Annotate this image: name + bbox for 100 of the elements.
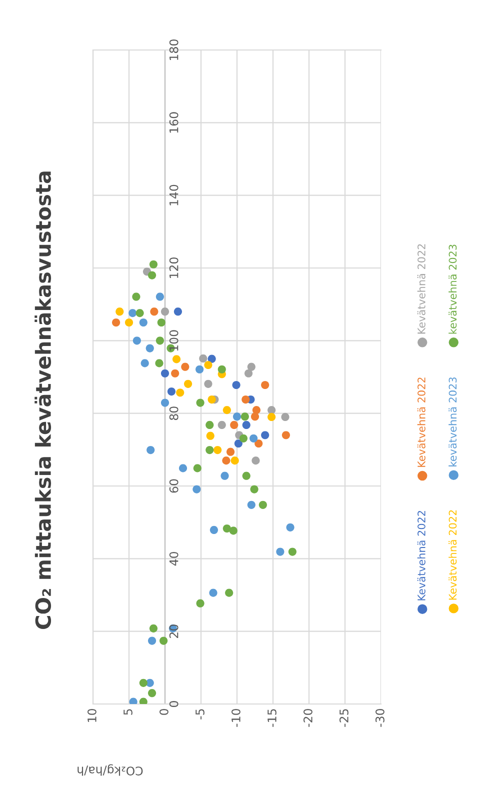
- text: Kevätvehnä 2022: [417, 511, 426, 600]
- point: [234, 439, 242, 448]
- x-tick-label: 5: [124, 709, 132, 715]
- point: [208, 354, 216, 363]
- point: [128, 309, 137, 318]
- point: [196, 599, 204, 608]
- point: [112, 318, 120, 327]
- text: Kevätvehnä 2022: [417, 378, 426, 467]
- point: [139, 698, 148, 704]
- point: [209, 588, 218, 597]
- y-tick-label: 40: [169, 552, 178, 566]
- point: [281, 412, 290, 422]
- point: [261, 380, 270, 390]
- point: [146, 446, 155, 454]
- point: [178, 464, 188, 472]
- text: kevätvehnä 2023: [448, 244, 457, 334]
- point: [193, 464, 202, 472]
- point: [288, 548, 296, 556]
- point: [276, 548, 284, 556]
- point: [268, 406, 276, 414]
- point: [155, 359, 164, 368]
- point: [132, 336, 141, 345]
- point: [220, 472, 229, 480]
- point: [218, 365, 226, 374]
- point: [247, 500, 256, 509]
- x-axis-title: CO₂kg/ha/h: [78, 764, 143, 776]
- point: [208, 395, 216, 404]
- y-tick-label: 20: [169, 624, 178, 638]
- point: [160, 369, 170, 378]
- point: [132, 292, 140, 301]
- point: [230, 456, 239, 465]
- y-tick-label: 100: [169, 330, 178, 351]
- point: [174, 308, 182, 316]
- point: [250, 485, 258, 494]
- point: [160, 398, 170, 407]
- point: [129, 698, 138, 704]
- point: [250, 434, 258, 442]
- point: [242, 395, 250, 404]
- point: [146, 344, 154, 352]
- point: [204, 380, 212, 388]
- point: [148, 689, 156, 698]
- point: [242, 420, 250, 430]
- point: [218, 420, 226, 430]
- y-tick-label: 180: [169, 40, 178, 60]
- point: [160, 308, 170, 316]
- point: [232, 380, 240, 390]
- point: [206, 446, 214, 454]
- x-tick-label: -5: [196, 709, 204, 720]
- point: [247, 362, 256, 371]
- text: Kevätvehnä 2022: [448, 510, 457, 600]
- y-tick-label: 140: [169, 184, 178, 206]
- point: [252, 406, 260, 414]
- point: [254, 439, 263, 448]
- point: [244, 369, 253, 378]
- point: [222, 406, 231, 414]
- y-tick-label: 120: [169, 258, 178, 278]
- y-tick-label: 80: [169, 406, 178, 420]
- point: [148, 636, 156, 645]
- point: [204, 360, 212, 370]
- point: [229, 526, 238, 535]
- point: [167, 387, 176, 396]
- point: [184, 380, 192, 388]
- y-tick-label: 0: [169, 701, 178, 707]
- point: [206, 432, 214, 440]
- y-tick-label: 160: [169, 112, 178, 133]
- point: [140, 359, 149, 368]
- point: [116, 308, 124, 316]
- point: [252, 456, 260, 465]
- y-tick-label: 60: [169, 479, 178, 493]
- point: [222, 524, 231, 533]
- point: [181, 362, 190, 371]
- point: [240, 412, 249, 421]
- point: [171, 369, 180, 378]
- point: [176, 388, 184, 397]
- point: [226, 448, 235, 456]
- point: [157, 318, 166, 327]
- point: [268, 412, 276, 422]
- point: [192, 485, 201, 494]
- text: Kevätvehnä 2022: [417, 244, 426, 334]
- point: [232, 412, 242, 421]
- text: CO₂ mittauksia kevätvehnäkasvustosta: [34, 172, 52, 629]
- point: [156, 292, 164, 301]
- point: [160, 636, 168, 645]
- x-tick-label: -10: [231, 708, 240, 727]
- point: [172, 355, 181, 364]
- point: [206, 420, 214, 430]
- x-tick-label: -30: [375, 708, 384, 727]
- point: [139, 318, 148, 327]
- point: [148, 271, 156, 280]
- point: [196, 365, 204, 374]
- point: [199, 354, 208, 363]
- x-tick-label: -15: [268, 709, 276, 727]
- point: [282, 431, 290, 440]
- point: [196, 398, 204, 407]
- point: [222, 456, 230, 465]
- text: kevätvehnä 2023: [448, 377, 457, 466]
- point: [124, 318, 134, 327]
- x-tick-label: -20: [303, 708, 312, 727]
- point: [250, 412, 260, 421]
- point: [239, 434, 248, 442]
